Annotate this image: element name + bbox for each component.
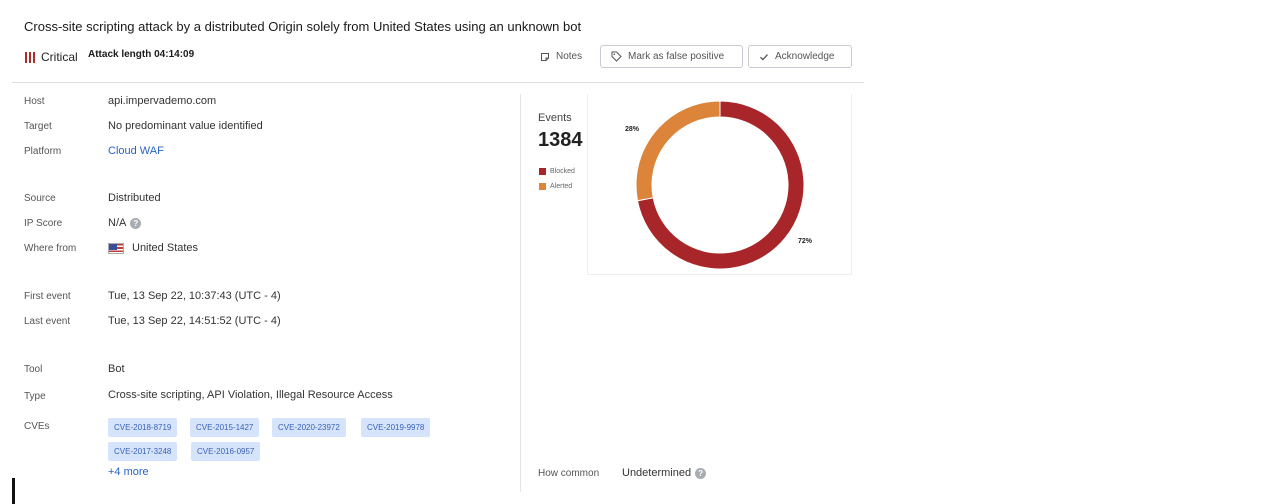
type-label: Type xyxy=(24,391,46,402)
target-value: No predominant value identified xyxy=(108,120,263,132)
help-icon[interactable]: ? xyxy=(130,217,142,229)
source-label: Source xyxy=(24,193,56,204)
platform-label: Platform xyxy=(24,146,62,157)
text-cursor xyxy=(12,478,15,504)
cve-tag[interactable]: CVE-2016-0957 xyxy=(191,442,261,461)
column-divider xyxy=(520,94,521,492)
false-positive-label: Mark as false positive xyxy=(628,51,725,62)
target-label: Target xyxy=(24,121,52,132)
events-donut-chart: 28% 72% xyxy=(587,94,852,275)
donut-slice-blocked xyxy=(636,100,805,270)
severity-bars-icon xyxy=(25,51,35,63)
legend-item-blocked: Blocked xyxy=(539,168,575,175)
legend-swatch-blocked xyxy=(539,168,546,175)
severity-indicator: Critical xyxy=(25,50,78,64)
more-cves-link[interactable]: +4 more xyxy=(108,466,149,478)
attack-length: Attack length 04:14:09 xyxy=(88,49,195,60)
cve-tag[interactable]: CVE-2018-8719 xyxy=(108,418,178,437)
type-value: Cross-site scripting, API Violation, Ill… xyxy=(108,389,393,401)
legend-item-alerted: Alerted xyxy=(539,183,572,190)
help-icon[interactable]: ? xyxy=(695,467,707,479)
cve-tag[interactable]: CVE-2020-23972 xyxy=(272,418,346,437)
cve-tag[interactable]: CVE-2015-1427 xyxy=(190,418,260,437)
tool-label: Tool xyxy=(24,364,43,375)
acknowledge-label: Acknowledge xyxy=(775,51,835,62)
donut-svg xyxy=(635,100,805,270)
ip-score-text: N/A xyxy=(108,217,127,229)
first-event-label: First event xyxy=(24,291,71,302)
platform-link[interactable]: Cloud WAF xyxy=(108,145,164,157)
acknowledge-button[interactable]: Acknowledge xyxy=(748,45,852,68)
attack-title: Cross-site scripting attack by a distrib… xyxy=(24,19,582,34)
ip-score-label: IP Score xyxy=(24,218,63,229)
ip-score-value: N/A ? xyxy=(108,217,142,229)
slice-label-blocked: 72% xyxy=(798,238,813,245)
header-divider xyxy=(12,82,864,83)
last-event-label: Last event xyxy=(24,316,71,327)
last-event-value: Tue, 13 Sep 22, 14:51:52 (UTC - 4) xyxy=(108,315,281,327)
notes-label: Notes xyxy=(556,51,583,62)
where-from-label: Where from xyxy=(24,243,77,254)
events-title: Events xyxy=(538,112,572,124)
donut-slice-alerted xyxy=(635,100,721,202)
severity-label: Critical xyxy=(41,50,78,64)
how-common-label: How common xyxy=(538,468,600,479)
legend-label-blocked: Blocked xyxy=(550,168,575,175)
legend-label-alerted: Alerted xyxy=(550,183,573,190)
host-label: Host xyxy=(24,96,45,107)
tag-icon xyxy=(611,51,622,62)
where-from-value: United States xyxy=(108,242,198,254)
source-value: Distributed xyxy=(108,192,161,204)
legend-swatch-alerted xyxy=(539,183,546,190)
first-event-value: Tue, 13 Sep 22, 10:37:43 (UTC - 4) xyxy=(108,290,281,302)
note-icon xyxy=(540,52,550,62)
cves-label: CVEs xyxy=(24,421,50,432)
notes-button[interactable]: Notes xyxy=(530,45,593,68)
cve-tag[interactable]: CVE-2017-3248 xyxy=(108,442,178,461)
us-flag-icon xyxy=(108,242,124,254)
cve-tag[interactable]: CVE-2019-9978 xyxy=(361,418,431,437)
tool-value: Bot xyxy=(108,363,125,375)
check-icon xyxy=(759,52,769,62)
host-value: api.impervademo.com xyxy=(108,95,217,107)
country-name: United States xyxy=(132,242,199,254)
how-common-text: Undetermined xyxy=(622,467,692,479)
events-count: 1384 xyxy=(538,129,583,151)
mark-false-positive-button[interactable]: Mark as false positive xyxy=(600,45,743,68)
slice-label-alerted: 28% xyxy=(625,126,640,133)
how-common-value: Undetermined ? xyxy=(622,467,707,479)
